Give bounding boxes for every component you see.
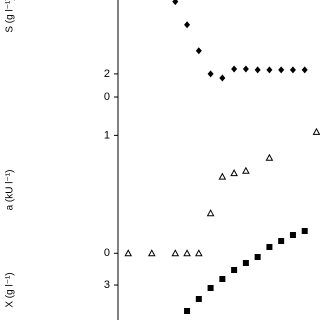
marker: [184, 308, 191, 314]
y-tick-label: 2: [104, 68, 110, 80]
marker: [230, 169, 238, 177]
y-axis-title: S (g l⁻¹): [5, 0, 16, 33]
marker: [231, 267, 238, 273]
marker: [301, 66, 308, 74]
y-axis-title: a (kU l⁻¹): [5, 170, 16, 211]
marker: [266, 244, 273, 250]
y-tick-label: 0: [104, 91, 110, 103]
marker: [242, 65, 249, 73]
marker: [265, 153, 274, 161]
y-tick-label: 1: [104, 129, 110, 141]
marker: [124, 249, 133, 257]
marker: [183, 249, 191, 257]
marker: [254, 254, 261, 260]
marker: [301, 228, 308, 234]
y-tick-label: 0: [104, 247, 110, 259]
marker: [242, 260, 249, 266]
marker: [194, 249, 203, 257]
marker: [312, 127, 320, 135]
marker: [218, 172, 227, 180]
y-tick-label: 3: [104, 279, 110, 291]
marker: [254, 66, 261, 74]
marker: [289, 232, 296, 238]
marker: [266, 66, 273, 74]
marker: [289, 66, 296, 74]
marker: [195, 47, 202, 55]
marker: [184, 21, 191, 29]
marker: [242, 166, 250, 174]
marker: [231, 65, 238, 73]
marker: [219, 74, 226, 82]
marker: [207, 285, 214, 291]
marker: [195, 296, 202, 302]
marker: [219, 276, 226, 282]
y-axis-title: X (g l⁻¹): [5, 272, 16, 307]
marker: [171, 249, 180, 257]
marker: [207, 70, 214, 78]
marker: [172, 0, 179, 6]
marker: [278, 66, 285, 74]
marker: [147, 249, 156, 257]
marker: [278, 238, 285, 244]
marker: [206, 209, 215, 217]
